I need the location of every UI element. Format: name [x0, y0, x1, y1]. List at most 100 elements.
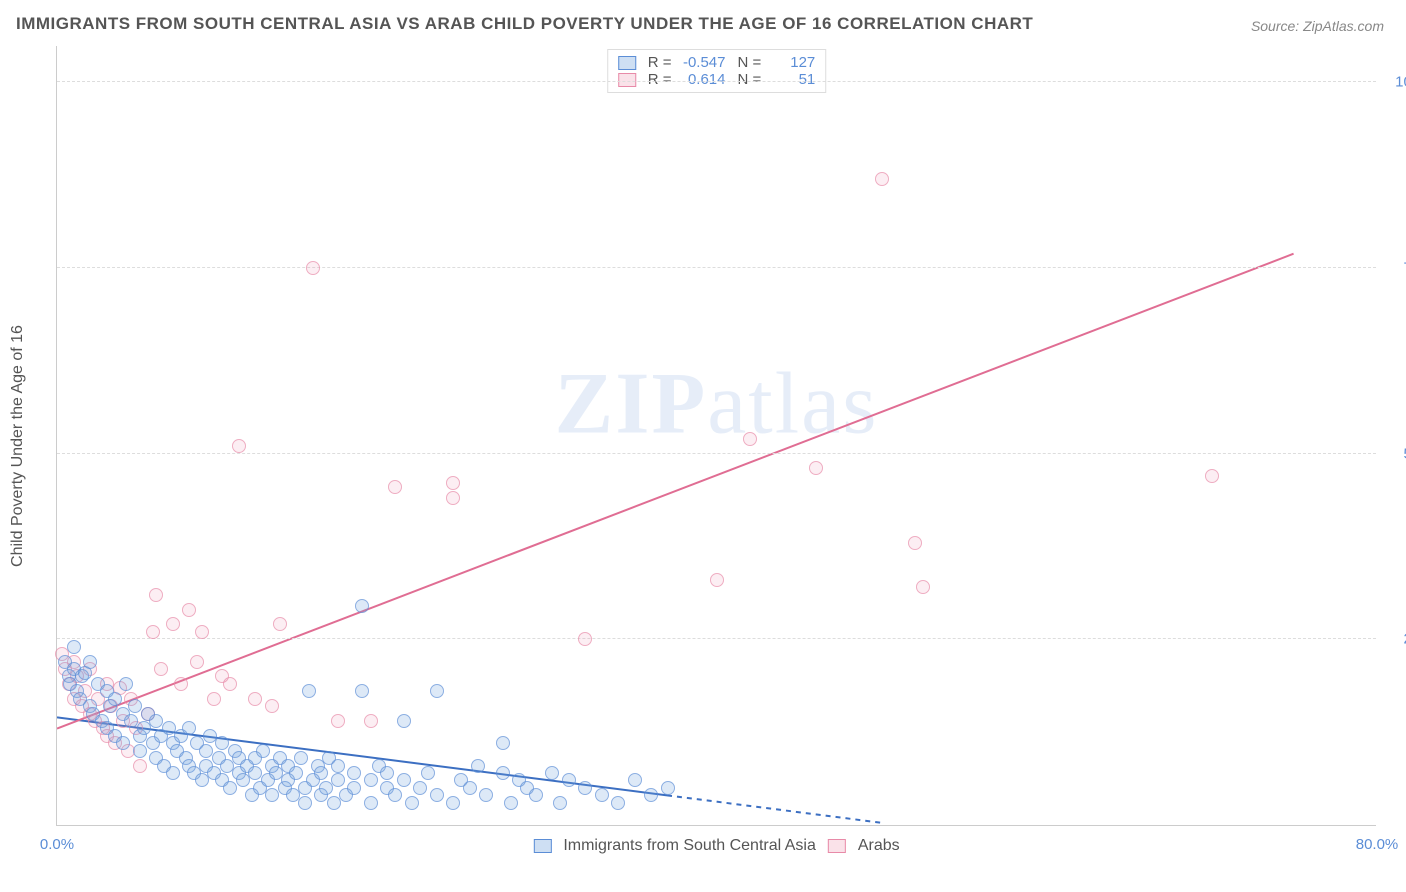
pink-n-value: 51 — [767, 71, 815, 88]
legend-pink-label: Arabs — [858, 837, 900, 855]
data-point-blue — [265, 788, 279, 802]
blue-n-value: 127 — [767, 54, 815, 71]
data-point-pink — [166, 617, 180, 631]
data-point-blue — [628, 773, 642, 787]
data-point-blue — [331, 773, 345, 787]
data-point-blue — [302, 684, 316, 698]
trend-line — [57, 254, 1294, 729]
data-point-blue — [562, 773, 576, 787]
data-point-pink — [364, 714, 378, 728]
x-tick-label: 80.0% — [1356, 836, 1399, 853]
data-point-blue — [496, 736, 510, 750]
data-point-pink — [710, 573, 724, 587]
data-point-pink — [273, 617, 287, 631]
data-point-blue — [298, 796, 312, 810]
data-point-pink — [207, 692, 221, 706]
data-point-blue — [83, 655, 97, 669]
data-point-blue — [133, 744, 147, 758]
chart-title: IMMIGRANTS FROM SOUTH CENTRAL ASIA VS AR… — [16, 14, 1033, 34]
legend-row-blue: R = -0.547 N = 127 — [618, 54, 816, 71]
data-point-blue — [289, 766, 303, 780]
data-point-pink — [743, 432, 757, 446]
pink-r-value: 0.614 — [678, 71, 726, 88]
data-point-blue — [545, 766, 559, 780]
r-label: R = — [648, 54, 672, 71]
data-point-blue — [294, 751, 308, 765]
swatch-pink-icon — [618, 73, 636, 87]
data-point-blue — [413, 781, 427, 795]
r-label: R = — [648, 71, 672, 88]
blue-r-value: -0.547 — [678, 54, 726, 71]
gridline — [57, 81, 1376, 82]
data-point-pink — [195, 625, 209, 639]
data-point-blue — [388, 788, 402, 802]
data-point-pink — [578, 632, 592, 646]
data-point-pink — [908, 536, 922, 550]
swatch-blue-icon — [618, 56, 636, 70]
data-point-blue — [182, 721, 196, 735]
data-point-pink — [446, 491, 460, 505]
data-point-pink — [154, 662, 168, 676]
data-point-pink — [875, 172, 889, 186]
data-point-pink — [182, 603, 196, 617]
data-point-pink — [1205, 469, 1219, 483]
data-point-pink — [149, 588, 163, 602]
data-point-pink — [190, 655, 204, 669]
data-point-pink — [446, 476, 460, 490]
data-point-blue — [119, 677, 133, 691]
y-axis-label: Child Poverty Under the Age of 16 — [9, 325, 27, 567]
gridline — [57, 453, 1376, 454]
data-point-pink — [174, 677, 188, 691]
data-point-blue — [347, 781, 361, 795]
data-point-blue — [355, 684, 369, 698]
data-point-blue — [67, 640, 81, 654]
gridline — [57, 638, 1376, 639]
data-point-pink — [265, 699, 279, 713]
series-legend: Immigrants from South Central Asia Arabs — [533, 837, 899, 855]
data-point-blue — [529, 788, 543, 802]
data-point-blue — [166, 766, 180, 780]
data-point-blue — [128, 699, 142, 713]
data-point-blue — [479, 788, 493, 802]
data-point-pink — [809, 461, 823, 475]
gridline — [57, 267, 1376, 268]
y-tick-label: 25.0% — [1386, 631, 1406, 648]
data-point-blue — [380, 766, 394, 780]
correlation-legend: R = -0.547 N = 127 R = 0.614 N = 51 — [607, 49, 827, 93]
data-point-pink — [146, 625, 160, 639]
data-point-blue — [397, 773, 411, 787]
data-point-blue — [496, 766, 510, 780]
data-point-blue — [553, 796, 567, 810]
data-point-pink — [223, 677, 237, 691]
data-point-blue — [331, 759, 345, 773]
data-point-blue — [430, 684, 444, 698]
trend-line — [667, 795, 881, 822]
data-point-blue — [595, 788, 609, 802]
data-point-blue — [364, 796, 378, 810]
data-point-blue — [397, 714, 411, 728]
y-tick-label: 75.0% — [1386, 259, 1406, 276]
data-point-blue — [108, 692, 122, 706]
data-point-blue — [124, 714, 138, 728]
data-point-blue — [611, 796, 625, 810]
data-point-blue — [504, 796, 518, 810]
swatch-blue-icon — [533, 839, 551, 853]
source-label: Source: — [1251, 18, 1299, 34]
data-point-blue — [405, 796, 419, 810]
data-point-blue — [355, 599, 369, 613]
source-credit: Source: ZipAtlas.com — [1251, 18, 1384, 34]
data-point-blue — [223, 781, 237, 795]
y-tick-label: 50.0% — [1386, 445, 1406, 462]
data-point-blue — [430, 788, 444, 802]
data-point-pink — [916, 580, 930, 594]
swatch-pink-icon — [828, 839, 846, 853]
data-point-blue — [446, 796, 460, 810]
watermark: ZIPatlas — [555, 354, 879, 455]
data-point-blue — [471, 759, 485, 773]
data-point-blue — [421, 766, 435, 780]
legend-blue-label: Immigrants from South Central Asia — [563, 837, 816, 855]
legend-row-pink: R = 0.614 N = 51 — [618, 71, 816, 88]
n-label: N = — [738, 71, 762, 88]
data-point-pink — [232, 439, 246, 453]
data-point-pink — [331, 714, 345, 728]
